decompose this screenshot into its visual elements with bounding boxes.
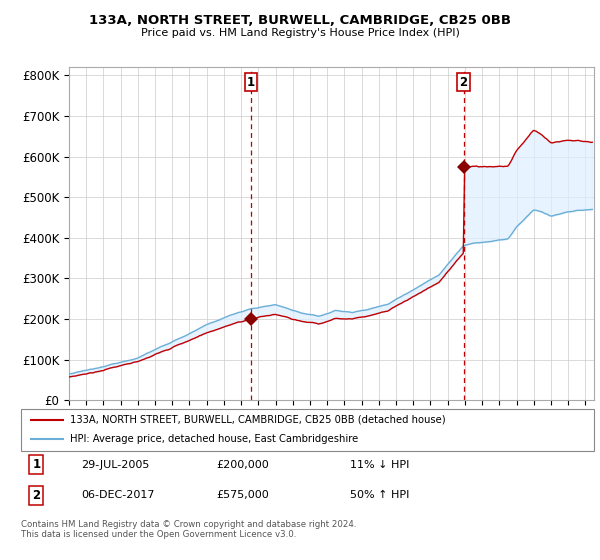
Text: 29-JUL-2005: 29-JUL-2005 <box>81 460 149 470</box>
Text: 11% ↓ HPI: 11% ↓ HPI <box>350 460 410 470</box>
Text: HPI: Average price, detached house, East Cambridgeshire: HPI: Average price, detached house, East… <box>70 435 358 445</box>
Text: £200,000: £200,000 <box>216 460 269 470</box>
Text: £575,000: £575,000 <box>216 490 269 500</box>
Text: 06-DEC-2017: 06-DEC-2017 <box>81 490 155 500</box>
Text: Price paid vs. HM Land Registry's House Price Index (HPI): Price paid vs. HM Land Registry's House … <box>140 28 460 38</box>
Text: Contains HM Land Registry data © Crown copyright and database right 2024.
This d: Contains HM Land Registry data © Crown c… <box>21 520 356 539</box>
Text: 1: 1 <box>247 76 255 88</box>
Text: 2: 2 <box>460 76 467 88</box>
Text: 133A, NORTH STREET, BURWELL, CAMBRIDGE, CB25 0BB: 133A, NORTH STREET, BURWELL, CAMBRIDGE, … <box>89 14 511 27</box>
Text: 1: 1 <box>32 458 41 472</box>
FancyBboxPatch shape <box>21 409 594 451</box>
Text: 133A, NORTH STREET, BURWELL, CAMBRIDGE, CB25 0BB (detached house): 133A, NORTH STREET, BURWELL, CAMBRIDGE, … <box>70 415 445 424</box>
Text: 50% ↑ HPI: 50% ↑ HPI <box>350 490 410 500</box>
Text: 2: 2 <box>32 488 41 502</box>
